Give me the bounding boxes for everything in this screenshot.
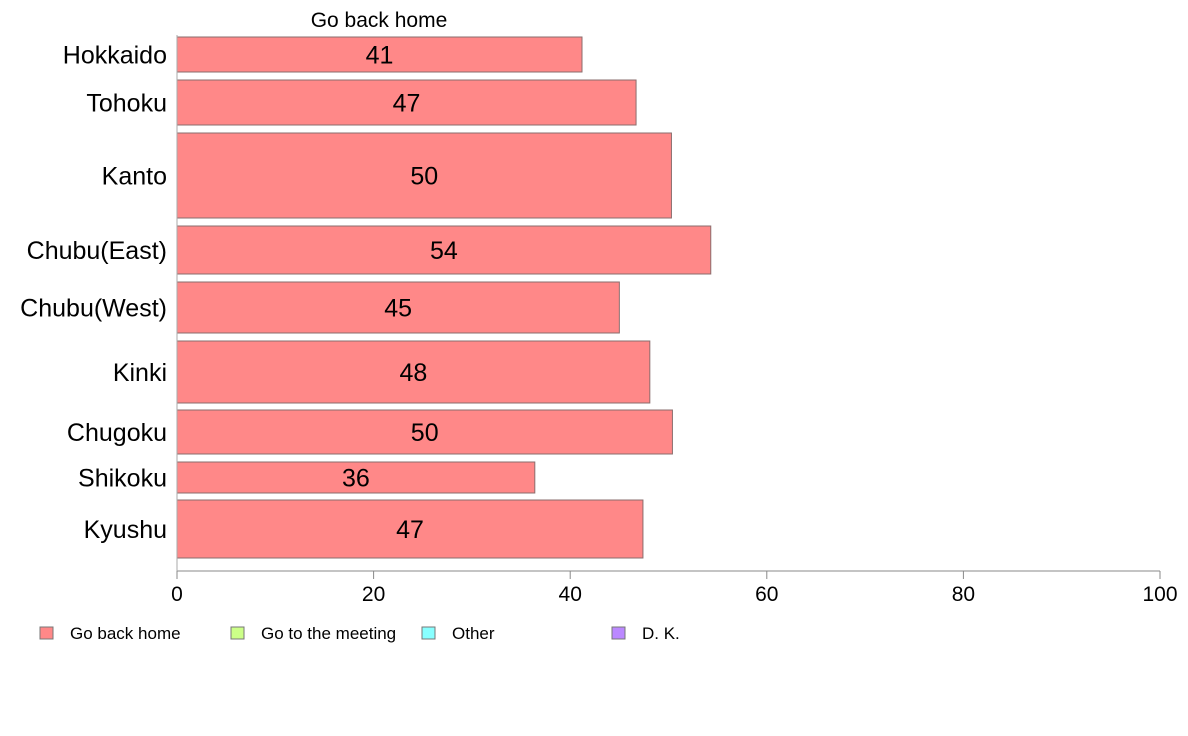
bar-value-label: 45	[384, 295, 412, 323]
bar	[176, 340, 651, 404]
bar-value-label: 47	[393, 90, 421, 118]
chart-title: Go back home	[311, 9, 448, 32]
bar-value-label: 50	[411, 419, 439, 447]
bars-layer: 41 Hokkaido 47 Tohoku 50 Kanto 54 Chubu(East) 45…	[20, 36, 712, 559]
x-tick-label: 80	[952, 583, 975, 606]
bar	[176, 79, 637, 126]
category-label: Tohoku	[86, 90, 167, 118]
legend-label: Other	[452, 624, 495, 643]
bar-value-label: 48	[400, 359, 428, 387]
x-tick-label: 20	[362, 583, 385, 606]
legend-label: Go to the meeting	[261, 624, 396, 643]
x-tick-label: 100	[1142, 583, 1177, 606]
bar	[176, 409, 673, 455]
legend-swatch	[611, 626, 626, 640]
legend-label: D. K.	[642, 624, 680, 643]
bar-value-label: 47	[396, 516, 424, 544]
x-tick-label: 0	[171, 583, 183, 606]
category-label: Chugoku	[67, 419, 167, 447]
x-tick-label: 40	[559, 583, 582, 606]
legend-swatch	[230, 626, 245, 640]
bar	[176, 225, 712, 275]
category-label: Kyushu	[84, 516, 167, 544]
bar-value-label: 41	[366, 42, 394, 70]
bar	[176, 132, 672, 219]
category-label: Chubu(East)	[27, 237, 167, 265]
bar-value-label: 50	[410, 163, 438, 191]
category-label: Kinki	[113, 359, 167, 387]
legend: Go back home Go to the meeting Other D. K.	[39, 624, 680, 643]
category-label: Chubu(West)	[20, 295, 167, 323]
category-label: Hokkaido	[63, 42, 167, 70]
legend-swatch	[421, 626, 436, 640]
bar	[176, 36, 583, 73]
legend-label: Go back home	[70, 624, 181, 643]
legend-swatch	[39, 626, 54, 640]
category-label: Shikoku	[78, 465, 167, 493]
category-label: Kanto	[102, 163, 167, 191]
bar-value-label: 54	[430, 237, 458, 265]
bar-value-label: 36	[342, 465, 370, 493]
bar	[176, 281, 620, 334]
x-axis: 0 20 40 60 80 100	[171, 35, 1178, 606]
x-tick-label: 60	[755, 583, 778, 606]
